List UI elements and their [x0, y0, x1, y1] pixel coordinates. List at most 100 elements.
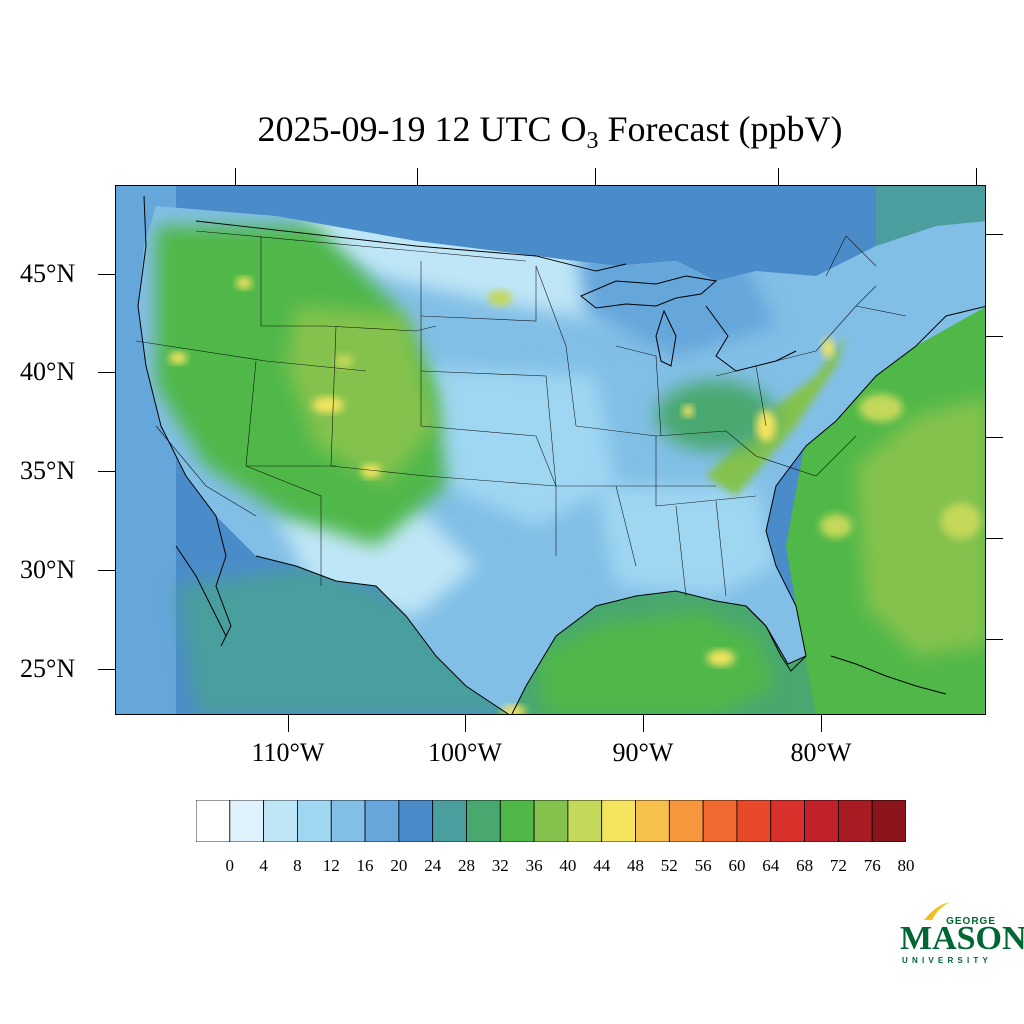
gulf-central-region — [536, 611, 776, 714]
top-tick — [417, 168, 418, 185]
atlantic-core-region — [856, 396, 985, 656]
colorbar-swatch — [499, 800, 535, 842]
colorbar-swatch — [196, 800, 231, 842]
colorbar-swatch — [837, 800, 873, 842]
mexico-region — [176, 566, 516, 714]
colorbar-tick-label: 44 — [593, 856, 611, 875]
colorbar-tick-label: 32 — [491, 856, 509, 875]
southeast-region — [596, 486, 776, 596]
hotspot — [335, 354, 353, 368]
title-subscript: 3 — [586, 128, 599, 154]
colorbar-tick-label: 52 — [660, 856, 678, 875]
left-tick — [98, 471, 115, 472]
logo-george: GEORGE — [946, 916, 996, 927]
cuba — [830, 655, 947, 695]
hotspot — [822, 338, 834, 358]
colorbar-swatch — [466, 800, 501, 842]
left-tick — [98, 669, 115, 670]
baja-coast — [175, 545, 227, 637]
atlantic-high-spot — [859, 394, 903, 422]
logo-university: UNIVERSITY — [902, 956, 993, 965]
lake-michigan — [655, 309, 677, 367]
logo-mason: MASON — [900, 920, 1024, 957]
lat-label: 45°N — [20, 259, 76, 288]
lon-label: 110°W — [251, 738, 325, 767]
colorbar-tick-label: 28 — [458, 856, 475, 875]
lat-label: 25°N — [20, 654, 76, 683]
ozone-map-svg — [116, 186, 985, 714]
colorbar-tick-label: 40 — [559, 856, 577, 875]
colorbar-tick-label: 16 — [356, 856, 374, 875]
colorbar-swatch — [229, 800, 265, 842]
right-tick — [986, 437, 1003, 438]
left-tick — [98, 274, 115, 275]
colorbar-tick-label: 56 — [694, 856, 712, 875]
colorbar — [196, 800, 906, 842]
colorbar-swatch — [770, 800, 805, 842]
lon-label: 100°W — [428, 738, 502, 767]
logo-swoosh-icon — [924, 902, 950, 920]
colorbar-tick-label: 64 — [762, 856, 780, 875]
colorbar-swatch — [702, 800, 738, 842]
left-tick — [98, 372, 115, 373]
colorbar-tick-label: 0 — [225, 856, 235, 875]
top-tick — [595, 168, 596, 185]
ohio-valley-region — [656, 381, 776, 451]
lake-huron-erie — [705, 305, 797, 372]
colorbar-swatch — [398, 800, 434, 842]
colorbar-swatch — [364, 800, 400, 842]
colorbar-swatch — [533, 800, 569, 842]
colorbar-tick-label: 60 — [728, 856, 746, 875]
top-tick — [976, 168, 977, 185]
lon-label: 80°W — [790, 738, 852, 767]
gulf-hotspot — [707, 650, 735, 666]
colorbar-swatch — [635, 800, 670, 842]
hotspot — [169, 352, 187, 364]
right-tick — [986, 336, 1003, 337]
colorbar-swatch — [804, 800, 839, 842]
colorbar-swatch — [432, 800, 467, 842]
hotspot — [236, 277, 252, 289]
colorbar-tick-label: 24 — [424, 856, 442, 875]
colorbar-tick-label: 4 — [259, 856, 268, 875]
colorbar-swatch — [330, 800, 366, 842]
lat-label: 35°N — [20, 456, 76, 485]
colorbar-swatch — [736, 800, 772, 842]
colorbar-swatch — [297, 800, 332, 842]
colorbar-tick-label: 12 — [322, 856, 340, 875]
hotspot — [312, 397, 344, 413]
colorbar-tick-label: 36 — [525, 856, 543, 875]
gmu-logo: GEORGE MASON UNIVERSITY — [898, 900, 1024, 970]
colorbar-swatch — [871, 800, 906, 842]
lat-label: 30°N — [20, 555, 76, 584]
top-tick — [778, 168, 779, 185]
ozone-map — [115, 185, 986, 715]
rocky-mountains-region — [286, 306, 436, 486]
colorbar-tick-label: 76 — [863, 856, 881, 875]
great-lakes-outline — [580, 275, 718, 309]
atlantic-high-spot — [820, 514, 852, 538]
hotspot — [682, 405, 694, 417]
left-tick — [98, 570, 115, 571]
colorbar-swatch — [263, 800, 298, 842]
title-suffix: Forecast (ppbV) — [598, 109, 843, 149]
atlantic-high-spot — [941, 503, 981, 539]
bottom-tick — [288, 715, 289, 732]
colorbar-tick-label: 80 — [897, 856, 915, 875]
lat-label: 40°N — [20, 357, 76, 386]
colorbar-tick-label: 20 — [390, 856, 408, 875]
colorbar-swatch — [567, 800, 603, 842]
bottom-tick — [643, 715, 644, 732]
state-borders — [135, 230, 907, 597]
map-title: 2025-09-19 12 UTC O3 Forecast (ppbV) — [0, 108, 1024, 155]
colorbar-tick-label: 48 — [627, 856, 644, 875]
right-tick — [986, 538, 1003, 539]
bottom-tick — [465, 715, 466, 732]
canada-border — [195, 220, 627, 272]
florida-coast — [745, 605, 807, 672]
colorbar-tick-label: 68 — [796, 856, 814, 875]
title-prefix: 2025-09-19 12 UTC O — [257, 109, 587, 149]
right-tick — [986, 639, 1003, 640]
lon-label: 90°W — [612, 738, 674, 767]
hotspot — [488, 290, 512, 306]
